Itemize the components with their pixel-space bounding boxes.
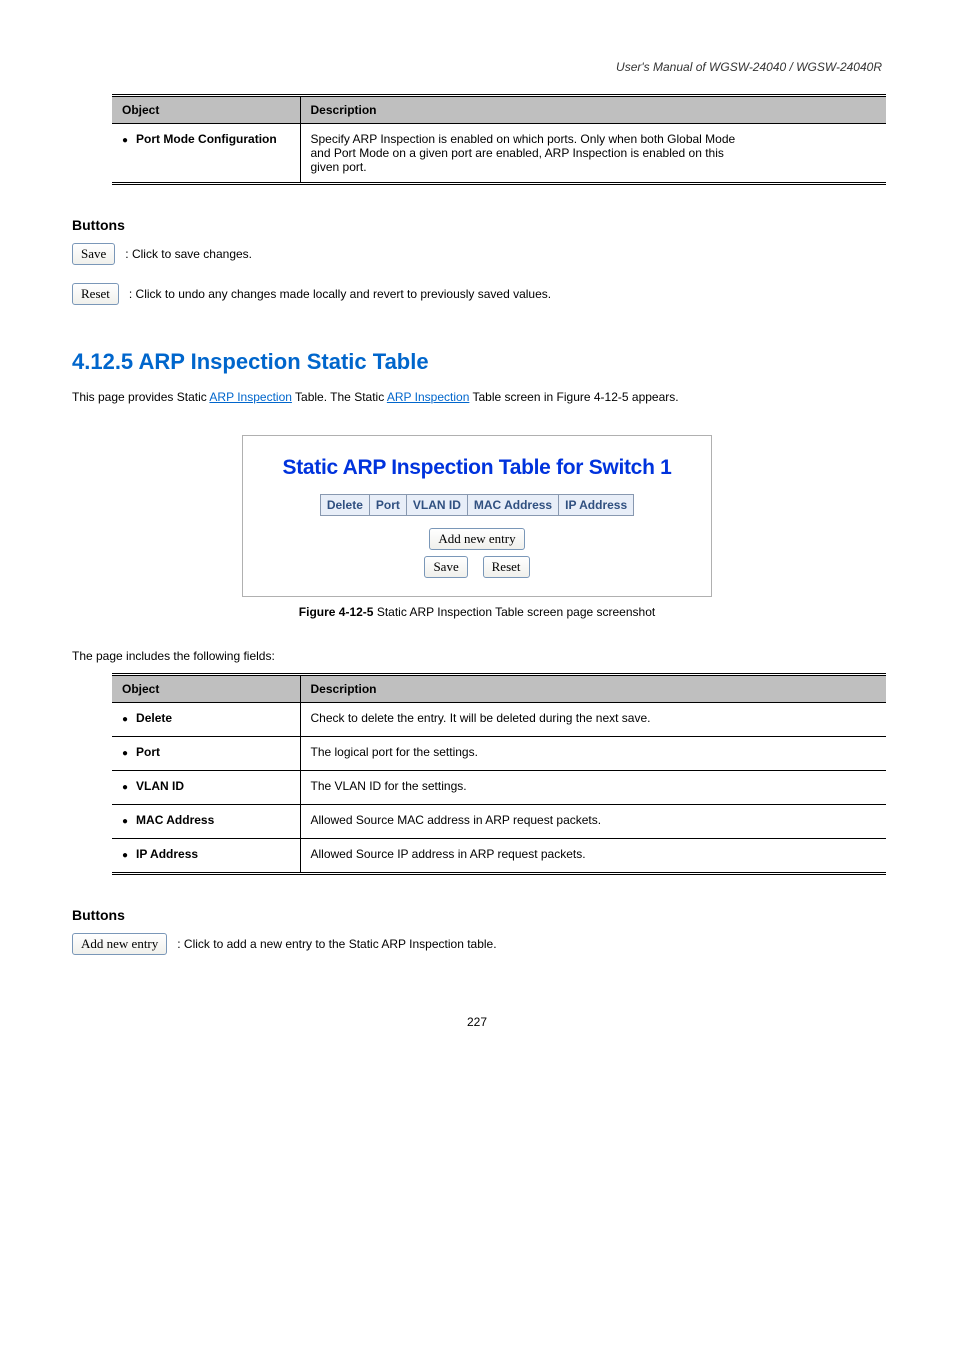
manual-title: User's Manual of WGSW-24040 / WGSW-24040… <box>72 60 882 80</box>
arp-inspection-link-2[interactable]: ARP Inspection <box>387 390 470 404</box>
bullet-icon: ● <box>122 711 128 728</box>
reset-button-shot[interactable]: Reset <box>483 556 530 578</box>
t2-r4-desc: Allowed Source IP address in ARP request… <box>300 839 886 874</box>
add-desc: : Click to add a new entry to the Static… <box>177 937 496 951</box>
page-includes-text: The page includes the following fields: <box>72 649 882 663</box>
save-button[interactable]: Save <box>72 243 115 265</box>
t2-r1-label: Port <box>136 745 160 759</box>
t2-r2-label: VLAN ID <box>136 779 184 793</box>
reset-button[interactable]: Reset <box>72 283 119 305</box>
t2-r0-label: Delete <box>136 711 172 725</box>
table1-header-description: Description <box>300 96 886 124</box>
shot-col-vlan: VLAN ID <box>406 495 467 516</box>
t2-r2-desc: The VLAN ID for the settings. <box>300 771 886 805</box>
screenshot-caption: Figure 4-12-5 Static ARP Inspection Tabl… <box>242 605 712 619</box>
bullet-icon: ● <box>122 745 128 762</box>
screenshot-title: Static ARP Inspection Table for Switch 1 <box>259 456 695 480</box>
save-button-shot[interactable]: Save <box>424 556 467 578</box>
page-number: 227 <box>72 1015 882 1029</box>
add-new-entry-button-shot[interactable]: Add new entry <box>429 528 524 550</box>
table-row: ● VLAN ID The VLAN ID for the settings. <box>112 771 886 805</box>
table-row: ● MAC Address Allowed Source MAC address … <box>112 805 886 839</box>
shot-col-delete: Delete <box>320 495 369 516</box>
table1-header-object: Object <box>112 96 300 124</box>
table2-header-object: Object <box>112 675 300 703</box>
t2-r3-label: MAC Address <box>136 813 214 827</box>
screenshot-panel: Static ARP Inspection Table for Switch 1… <box>242 435 712 597</box>
table2-header-description: Description <box>300 675 886 703</box>
screenshot-table: Delete Port VLAN ID MAC Address IP Addre… <box>320 494 634 516</box>
t2-r3-desc: Allowed Source MAC address in ARP reques… <box>300 805 886 839</box>
t2-r1-desc: The logical port for the settings. <box>300 737 886 771</box>
t2-r0-desc: Check to delete the entry. It will be de… <box>300 703 886 737</box>
shot-col-ip: IP Address <box>559 495 634 516</box>
section-heading: 4.12.5 ARP Inspection Static Table <box>72 349 882 375</box>
save-desc: : Click to save changes. <box>125 247 252 261</box>
add-new-entry-button[interactable]: Add new entry <box>72 933 167 955</box>
bullet-icon: ● <box>122 813 128 830</box>
table-row: ● Delete Check to delete the entry. It wi… <box>112 703 886 737</box>
arp-inspection-link-1[interactable]: ARP Inspection <box>209 390 292 404</box>
object-table-2: Object Description ● Delete Check to dele… <box>112 673 886 875</box>
reset-desc: : Click to undo any changes made locally… <box>129 287 551 301</box>
table-row: ● IP Address Allowed Source IP address in… <box>112 839 886 874</box>
object-table-1: Object Description ● Port Mode Configura… <box>112 94 886 185</box>
buttons-heading-1: Buttons <box>72 217 882 233</box>
shot-col-mac: MAC Address <box>467 495 558 516</box>
t1-row0-label: Port Mode Configuration <box>136 132 277 146</box>
section-intro: This page provides Static ARP Inspection… <box>72 387 882 407</box>
bullet-icon: ● <box>122 847 128 864</box>
table-row: ● Port The logical port for the settings. <box>112 737 886 771</box>
bullet-icon: ● <box>122 779 128 796</box>
t2-r4-label: IP Address <box>136 847 198 861</box>
bullet-icon: ● <box>122 132 128 149</box>
t1-row0-desc: Specify ARP Inspection is enabled on whi… <box>300 124 886 184</box>
buttons-heading-2: Buttons <box>72 907 882 923</box>
table-row: ● Port Mode Configuration Specify ARP In… <box>112 124 886 184</box>
shot-col-port: Port <box>369 495 406 516</box>
